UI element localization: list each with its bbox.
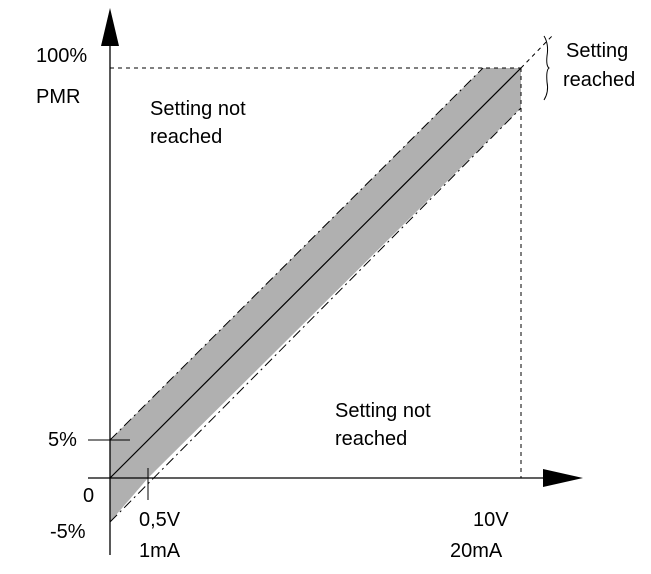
tolerance-band	[110, 68, 521, 522]
band-lower-edge	[109, 107, 522, 523]
y-tick-5-label: 5%	[48, 429, 77, 451]
region-upper-left-line2: reached	[150, 126, 222, 148]
region-lower-right-line1: Setting not	[335, 400, 431, 422]
x-tick-end-line1: 10V	[473, 509, 509, 531]
x-tick-start-line2: 1mA	[139, 540, 181, 562]
extension-line	[520, 34, 554, 69]
band-upper-edge	[109, 67, 484, 441]
region-upper-left-line1: Setting not	[150, 98, 246, 120]
region-top-right-line2: reached	[563, 69, 635, 91]
region-lower-right-line2: reached	[335, 428, 407, 450]
y-top-label-line1: 100%	[36, 45, 87, 67]
region-top-right-line1: Setting	[566, 40, 628, 62]
y-axis-arrow	[101, 8, 119, 46]
y-top-label-line2: PMR	[36, 86, 80, 108]
x-tick-end-line2: 20mA	[450, 540, 503, 562]
y-tick-0-label: 0	[83, 485, 94, 507]
characteristic-line	[109, 67, 522, 479]
x-tick-start-line1: 0,5V	[139, 509, 181, 531]
y-tick-minus5-label: -5%	[50, 521, 86, 543]
x-axis-arrow	[543, 469, 583, 487]
setting-reached-brace	[543, 35, 550, 101]
